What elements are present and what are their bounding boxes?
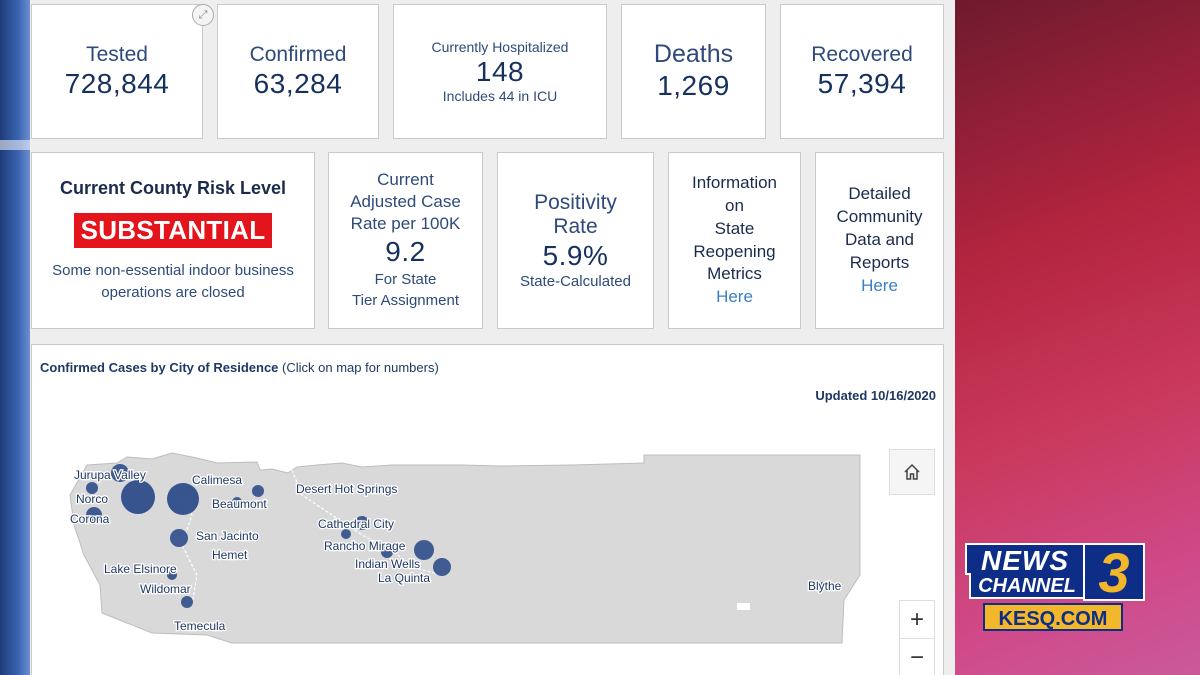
reopening-metrics-card[interactable]: Information on State Reopening Metrics H…	[668, 152, 801, 329]
city-label-hemet: Hemet	[212, 548, 248, 562]
county-shape	[69, 452, 861, 644]
confirmed-value: 63,284	[253, 67, 343, 99]
expand-icon[interactable]: ⤢	[192, 4, 214, 26]
positivity-line1: Positivity	[534, 191, 617, 215]
community-line3: Data and	[845, 230, 914, 250]
background-left	[0, 0, 30, 675]
map-title-hint: (Click on map for numbers)	[278, 360, 439, 375]
recovered-value: 57,394	[817, 67, 907, 99]
city-label-beaumont: Beaumont	[212, 497, 267, 511]
city-label-cathedral-city: Cathedral City	[318, 517, 394, 531]
dashboard: ⤢ Tested 728,844 Confirmed 63,284 Curren…	[30, 0, 955, 675]
city-label-calimesa: Calimesa	[192, 473, 242, 487]
risk-desc-2: operations are closed	[101, 283, 245, 301]
home-icon	[904, 463, 920, 480]
risk-title: Current County Risk Level	[59, 177, 287, 198]
case-rate-line3: Rate per 100K	[350, 214, 461, 233]
map-title: Confirmed Cases by City of Residence (Cl…	[40, 360, 439, 375]
city-label-corona: Corona	[70, 512, 110, 526]
tested-card: ⤢ Tested 728,844	[31, 4, 214, 139]
reopening-line3: State	[714, 218, 755, 238]
community-line1: Detailed	[848, 184, 911, 204]
community-line4: Reports	[849, 252, 910, 272]
positivity-card: Positivity Rate 5.9% State-Calculated	[497, 152, 654, 329]
community-link[interactable]: Here	[861, 275, 898, 295]
case-rate-value: 9.2	[385, 236, 426, 268]
case-rate-note1: For State	[374, 270, 437, 288]
logo-number: 3	[1083, 543, 1145, 601]
confirmed-label: Confirmed	[249, 42, 347, 66]
city-label-blythe: Blythe	[808, 579, 842, 593]
reopening-line1: Information	[691, 172, 778, 192]
hospitalized-card: Currently Hospitalized 148 Includes 44 i…	[393, 4, 607, 139]
logo-channel: CHANNEL	[969, 573, 1085, 599]
news-channel-3-logo: NEWS CHANNEL 3 KESQ.COM	[965, 543, 1150, 635]
city-label-lake-elsinore: Lake Elsinore	[104, 562, 177, 576]
county-map[interactable]: Jurupa Valley Norco Corona Calimesa Beau…	[32, 345, 945, 675]
hospitalized-label: Currently Hospitalized	[431, 38, 569, 55]
community-line2: Community	[836, 207, 923, 227]
reopening-line2: on	[725, 195, 744, 215]
reopening-line5: Metrics	[707, 264, 762, 284]
risk-level-card: Current County Risk Level SUBSTANTIAL So…	[31, 152, 315, 329]
deaths-label: Deaths	[653, 40, 734, 69]
deaths-value: 1,269	[657, 70, 730, 102]
map-home-button[interactable]	[889, 449, 935, 495]
reopening-line4: Reopening	[693, 241, 776, 261]
tested-label: Tested	[86, 42, 148, 66]
city-label-la-quinta: La Quinta	[378, 571, 430, 585]
positivity-note: State-Calculated	[520, 272, 631, 290]
reopening-link[interactable]: Here	[716, 287, 753, 307]
city-label-norco: Norco	[76, 492, 108, 506]
hospitalized-note: Includes 44 in ICU	[442, 88, 558, 105]
logo-news: NEWS	[965, 543, 1085, 576]
case-rate-line2: Adjusted Case	[350, 191, 461, 211]
tested-value: 728,844	[64, 67, 170, 99]
hospitalized-value: 148	[475, 55, 525, 87]
case-rate-card: Current Adjusted Case Rate per 100K 9.2 …	[328, 152, 483, 329]
recovered-card: Recovered 57,394	[780, 4, 944, 139]
logo-site: KESQ.COM	[983, 603, 1123, 631]
risk-level-badge: SUBSTANTIAL	[73, 212, 273, 248]
city-label-rancho-mirage: Rancho Mirage	[324, 539, 406, 553]
map-updated: Updated 10/16/2020	[815, 388, 936, 403]
risk-desc-1: Some non-essential indoor business	[52, 261, 294, 279]
city-label-temecula: Temecula	[174, 619, 226, 633]
city-label-indian-wells: Indian Wells	[355, 557, 420, 571]
map-title-bold: Confirmed Cases by City of Residence	[40, 360, 279, 375]
city-label-wildomar: Wildomar	[140, 582, 191, 596]
map-zoom-control: + −	[899, 600, 935, 675]
zoom-out-button[interactable]: −	[900, 638, 934, 675]
positivity-line2: Rate	[553, 215, 598, 239]
city-label-jurupa: Jurupa Valley	[74, 468, 146, 482]
confirmed-card: Confirmed 63,284	[217, 4, 379, 139]
community-data-card[interactable]: Detailed Community Data and Reports Here	[815, 152, 944, 329]
zoom-in-button[interactable]: +	[909, 605, 924, 633]
positivity-value: 5.9%	[542, 240, 609, 272]
case-rate-note2: Tier Assignment	[352, 292, 459, 310]
city-label-desert-hot-springs: Desert Hot Springs	[296, 482, 397, 496]
city-label-san-jacinto: San Jacinto	[196, 529, 259, 543]
case-rate-line1: Current	[377, 169, 434, 189]
cases-map-card: Confirmed Cases by City of Residence (Cl…	[31, 344, 944, 675]
recovered-label: Recovered	[811, 42, 913, 66]
deaths-card: Deaths 1,269	[621, 4, 766, 139]
